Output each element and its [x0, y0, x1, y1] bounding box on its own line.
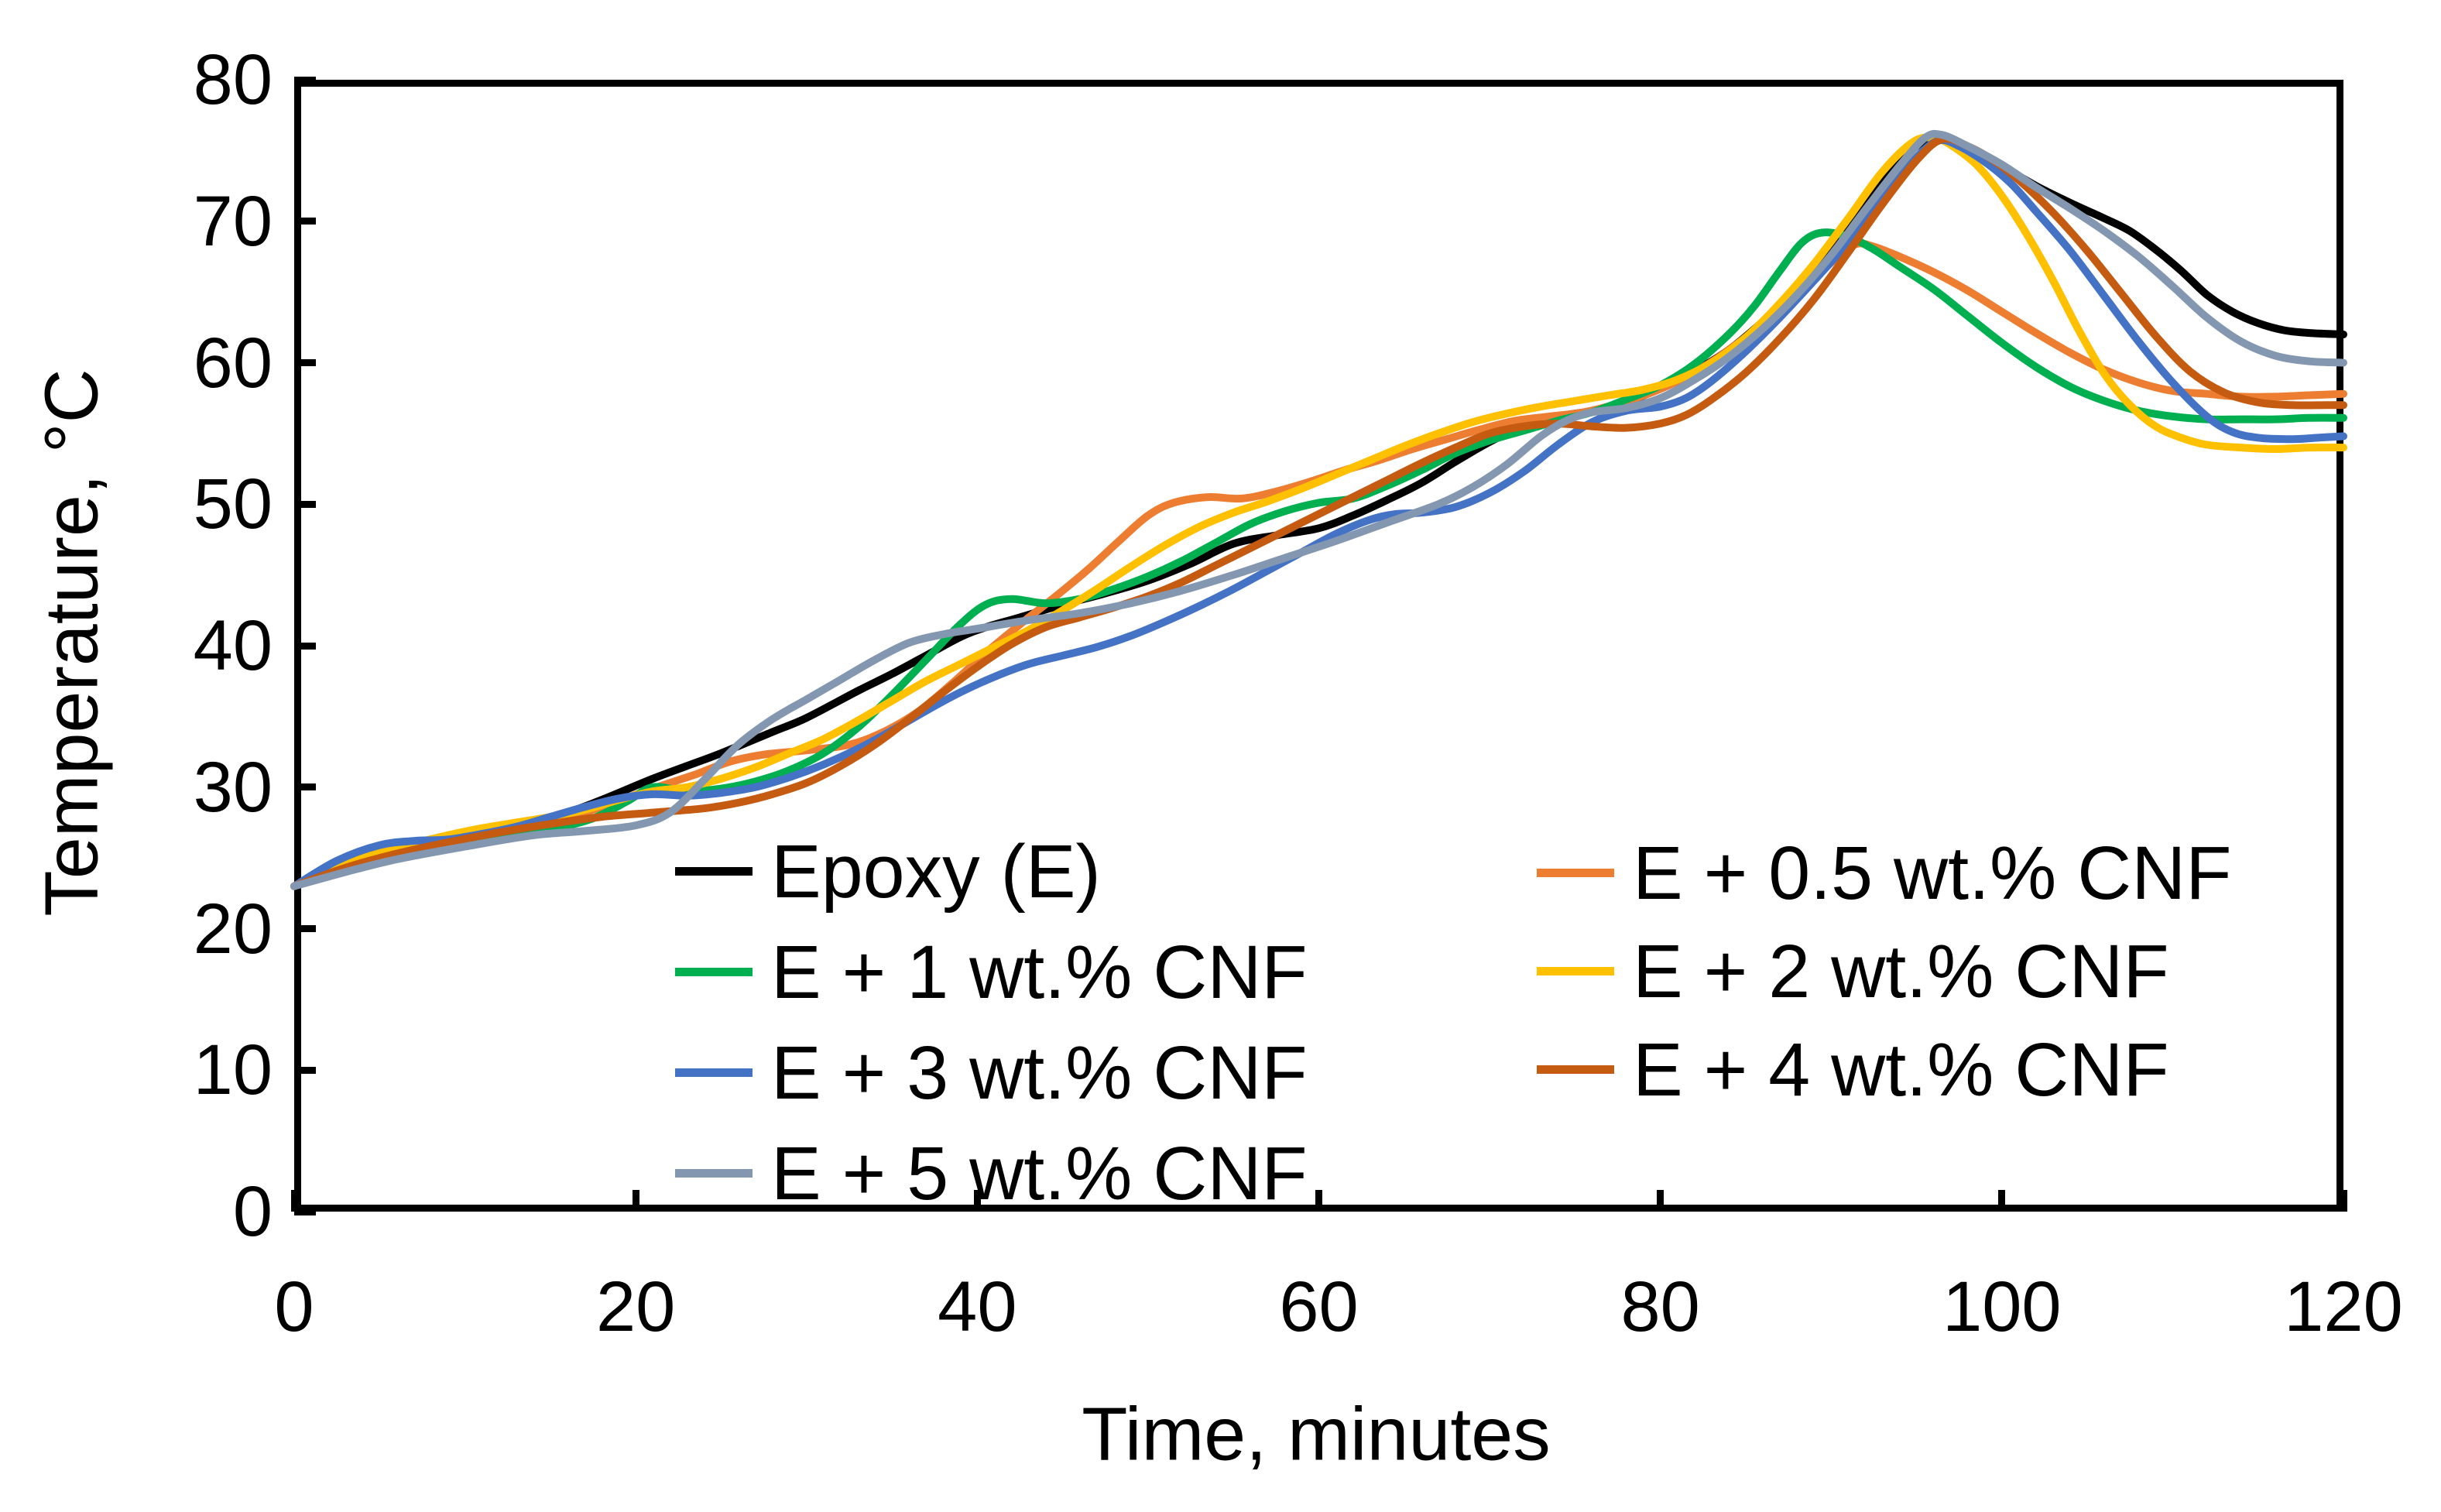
y-tick-10	[294, 1066, 316, 1074]
legend-label-e-3-wt-cnf: E + 3 wt.% CNF	[771, 1030, 1308, 1115]
y-tick-label-40: 40	[193, 606, 273, 685]
x-tick-80	[1657, 1190, 1664, 1212]
legend-swatch-e-1-wt-cnf	[675, 967, 753, 976]
series-line-e-4-wt-cnf	[290, 135, 2347, 890]
x-tick-label-0: 0	[274, 1267, 314, 1346]
y-tick-60	[294, 359, 316, 366]
y-tick-label-70: 70	[193, 181, 273, 261]
y-tick-20	[294, 925, 316, 932]
x-tick-label-60: 60	[1279, 1267, 1359, 1346]
series-line-e-0-5-wt-cnf	[290, 239, 2347, 890]
y-axis-title: Temperature, °C	[29, 369, 114, 917]
x-tick-60	[1315, 1190, 1322, 1212]
y-tick-label-30: 30	[193, 747, 273, 827]
series-line-e-5-wt-cnf	[290, 129, 2347, 890]
x-axis-title: Time, minutes	[1082, 1391, 1551, 1476]
legend-label-e-0-5-wt-cnf: E + 0.5 wt.% CNF	[1633, 830, 2232, 915]
legend-item-e-3-wt-cnf: E + 3 wt.% CNF	[675, 1026, 1308, 1119]
y-tick-label-20: 20	[193, 889, 273, 969]
series-line-e-3-wt-cnf	[290, 136, 2347, 890]
y-tick-label-50: 50	[193, 465, 273, 544]
legend-item-e-1-wt-cnf: E + 1 wt.% CNF	[675, 925, 1308, 1018]
y-tick-label-80: 80	[193, 40, 273, 119]
legend-swatch-e-2-wt-cnf	[1537, 966, 1614, 975]
chart-canvas	[290, 129, 2347, 890]
x-tick-20	[632, 1190, 639, 1212]
x-tick-120	[2340, 1190, 2347, 1212]
legend-item-e-2-wt-cnf: E + 2 wt.% CNF	[1537, 924, 2169, 1017]
y-tick-80	[294, 76, 316, 84]
legend-swatch-e-4-wt-cnf	[1537, 1065, 1614, 1074]
legend-label-epoxy-e: Epoxy (E)	[771, 828, 1101, 914]
legend-swatch-epoxy-e	[675, 866, 753, 876]
legend-label-e-2-wt-cnf: E + 2 wt.% CNF	[1633, 928, 2169, 1013]
legend-swatch-e-0-5-wt-cnf	[1537, 868, 1614, 877]
y-tick-40	[294, 642, 316, 650]
legend-swatch-e-5-wt-cnf	[675, 1168, 753, 1178]
x-tick-label-120: 120	[2284, 1267, 2403, 1346]
legend-label-e-4-wt-cnf: E + 4 wt.% CNF	[1633, 1027, 2169, 1112]
series-line-e-1-wt-cnf	[290, 228, 2347, 890]
x-tick-0	[290, 1190, 298, 1212]
y-tick-50	[294, 500, 316, 508]
series-line-e-2-wt-cnf	[290, 133, 2347, 890]
legend-item-e-4-wt-cnf: E + 4 wt.% CNF	[1537, 1023, 2169, 1116]
legend-swatch-e-3-wt-cnf	[675, 1068, 753, 1077]
legend-item-e-5-wt-cnf: E + 5 wt.% CNF	[675, 1126, 1308, 1219]
x-tick-100	[1998, 1190, 2006, 1212]
legend-label-e-5-wt-cnf: E + 5 wt.% CNF	[771, 1130, 1308, 1215]
y-tick-label-0: 0	[232, 1172, 273, 1251]
legend-item-epoxy-e: Epoxy (E)	[675, 825, 1101, 917]
y-tick-0	[294, 1208, 316, 1215]
y-tick-70	[294, 218, 316, 225]
y-tick-label-60: 60	[193, 323, 273, 403]
x-tick-label-80: 80	[1620, 1267, 1700, 1346]
y-tick-label-10: 10	[193, 1030, 273, 1110]
series-line-epoxy-e	[290, 133, 2347, 890]
legend-item-e-0-5-wt-cnf: E + 0.5 wt.% CNF	[1537, 826, 2232, 919]
y-tick-30	[294, 783, 316, 791]
legend-label-e-1-wt-cnf: E + 1 wt.% CNF	[771, 929, 1308, 1014]
x-tick-40	[973, 1190, 981, 1212]
x-tick-label-20: 20	[595, 1267, 676, 1346]
x-tick-label-40: 40	[938, 1267, 1017, 1346]
x-tick-label-100: 100	[1942, 1267, 2062, 1346]
